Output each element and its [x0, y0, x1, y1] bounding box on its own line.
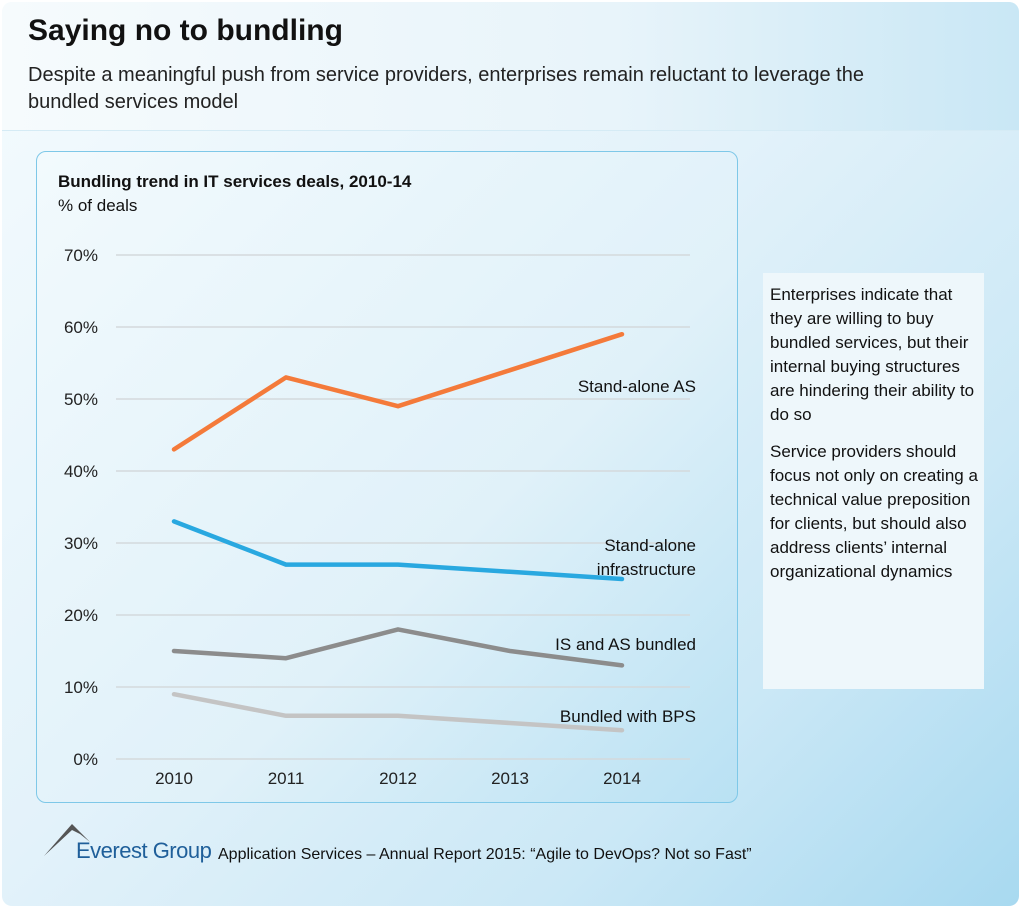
y-tick-label: 40%: [64, 462, 98, 481]
y-axis-label: % of deals: [58, 196, 138, 215]
series-label: Stand-alone AS: [578, 377, 696, 396]
x-tick-label: 2014: [603, 769, 641, 788]
y-tick-label: 50%: [64, 390, 98, 409]
x-tick-label: 2012: [379, 769, 417, 788]
series-line: [171, 519, 625, 582]
series-label: IS and AS bundled: [555, 635, 696, 654]
y-tick-label: 70%: [64, 246, 98, 265]
note-2: Service providers should focus not only …: [770, 442, 978, 581]
series-label: Stand-alone: [604, 536, 696, 555]
x-tick-label: 2013: [491, 769, 529, 788]
x-tick-label: 2010: [155, 769, 193, 788]
header: Saying no to bundling Despite a meaningf…: [2, 2, 1019, 131]
y-tick-label: 0%: [73, 750, 98, 769]
commentary-box: Enterprises indicate that they are willi…: [763, 273, 984, 689]
x-tick-label: 2011: [268, 769, 305, 788]
chart-panel: [36, 151, 738, 803]
everest-logo-mountain-icon: [44, 824, 90, 856]
series-line: [171, 331, 625, 452]
note-1: Enterprises indicate that they are willi…: [770, 285, 975, 424]
everest-group-logo: Everest Group: [76, 838, 212, 863]
y-tick-label: 10%: [64, 678, 98, 697]
series-label: Bundled with BPS: [560, 707, 696, 726]
page-subtitle: Despite a meaningful push from service p…: [28, 64, 864, 113]
source-note: Application Services – Annual Report 201…: [218, 846, 752, 863]
series-line: [171, 627, 625, 668]
chart-title: Bundling trend in IT services deals, 201…: [58, 172, 412, 191]
y-tick-label: 60%: [64, 318, 98, 337]
page-title: Saying no to bundling: [28, 14, 343, 47]
y-tick-label: 30%: [64, 534, 98, 553]
y-tick-label: 20%: [64, 606, 98, 625]
series-line: [171, 691, 625, 733]
series-label: infrastructure: [597, 560, 696, 579]
